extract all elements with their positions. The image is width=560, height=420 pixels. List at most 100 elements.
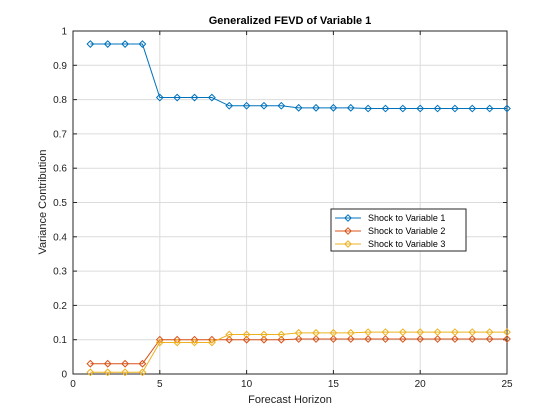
data-point (503, 328, 511, 337)
data-point (468, 335, 477, 343)
y-tick-label: 0.8 (53, 95, 67, 106)
data-point (329, 328, 338, 337)
y-tick-label: 0.1 (53, 335, 67, 346)
data-point (294, 335, 303, 343)
data-point (138, 40, 147, 48)
data-point (225, 101, 234, 110)
data-point (433, 328, 442, 337)
data-point (346, 328, 355, 337)
series-line (90, 43, 507, 110)
y-tick-label: 0.7 (53, 129, 67, 140)
data-point (451, 335, 459, 343)
data-point (277, 335, 286, 344)
data-point (207, 93, 216, 102)
data-point (312, 335, 320, 343)
x-tick-label: 25 (501, 379, 513, 390)
data-point (242, 101, 251, 110)
series-shock-to-variable-1 (86, 40, 511, 113)
legend-entry-label: Shock to Variable 3 (368, 239, 445, 249)
data-point (294, 103, 303, 112)
data-point (121, 359, 129, 368)
data-point (329, 103, 338, 112)
data-point (277, 330, 286, 339)
y-axis-label: Variance Contribution (37, 150, 49, 255)
data-point (364, 328, 373, 337)
data-point (242, 335, 251, 344)
data-point (416, 104, 425, 113)
axis-ticks: 0 5 10 15 20 25 0 0.1 0.2 0.3 0.4 0.5 0.6 0.7 0.8 0.9 1 (53, 27, 513, 391)
y-tick-label: 0.9 (53, 61, 67, 72)
data-point (503, 335, 511, 343)
data-point (312, 328, 320, 337)
data-point (260, 101, 268, 110)
data-point (451, 104, 459, 113)
data-point (173, 93, 182, 102)
data-point (451, 328, 459, 337)
data-point (121, 368, 129, 377)
data-point (416, 328, 425, 337)
y-tick-label: 0.5 (53, 198, 67, 209)
series-line (90, 331, 507, 373)
data-point (225, 330, 234, 339)
data-point (346, 103, 355, 112)
data-point (381, 335, 390, 343)
data-point (381, 104, 390, 113)
data-point (260, 335, 268, 344)
data-point (433, 335, 442, 343)
legend-marker (344, 227, 352, 235)
data-point (364, 335, 373, 343)
data-point (398, 335, 407, 343)
legend-entry-label: Shock to Variable 2 (368, 226, 445, 236)
data-point (485, 328, 494, 337)
x-tick-label: 0 (70, 379, 76, 390)
data-point (86, 368, 95, 377)
data-point (207, 338, 216, 347)
y-tick-label: 0.2 (53, 301, 67, 312)
data-point (468, 104, 477, 113)
data-point (485, 335, 494, 343)
series-shock-to-variable-3 (86, 328, 511, 377)
data-point (103, 40, 112, 48)
legend-marker (344, 240, 352, 248)
x-axis-label: Forecast Horizon (248, 394, 332, 406)
y-tick-label: 0 (61, 370, 67, 381)
data-point (242, 330, 251, 339)
data-point (294, 328, 303, 337)
x-tick-label: 10 (241, 379, 253, 390)
data-point (138, 359, 147, 368)
data-point (503, 104, 511, 113)
series-group (86, 40, 511, 377)
data-point (381, 328, 390, 337)
data-point (312, 103, 320, 112)
legend: Shock to Variable 1 Shock to Variable 2 Sh… (330, 208, 467, 252)
chart-title: Generalized FEVD of Variable 1 (209, 15, 372, 27)
data-point (260, 330, 268, 339)
y-tick-label: 1 (61, 27, 67, 38)
data-point (86, 359, 95, 368)
y-tick-label: 0.6 (53, 164, 67, 175)
data-point (329, 335, 338, 343)
data-point (398, 328, 407, 337)
legend-marker (344, 214, 352, 222)
data-point (225, 335, 234, 344)
data-point (346, 335, 355, 343)
data-point (173, 338, 182, 347)
data-point (86, 40, 95, 48)
data-point (190, 338, 199, 347)
legend-entry-label: Shock to Variable 1 (368, 213, 445, 223)
x-tick-label: 15 (328, 379, 340, 390)
data-point (190, 93, 199, 102)
data-point (121, 40, 129, 48)
data-point (416, 335, 425, 343)
data-point (138, 368, 147, 377)
data-point (155, 338, 164, 347)
x-tick-label: 20 (415, 379, 427, 390)
y-tick-label: 0.4 (53, 232, 67, 243)
data-point (398, 104, 407, 113)
data-point (103, 368, 112, 377)
data-point (485, 104, 494, 113)
data-point (468, 328, 477, 337)
y-tick-label: 0.3 (53, 267, 67, 278)
data-point (433, 104, 442, 113)
